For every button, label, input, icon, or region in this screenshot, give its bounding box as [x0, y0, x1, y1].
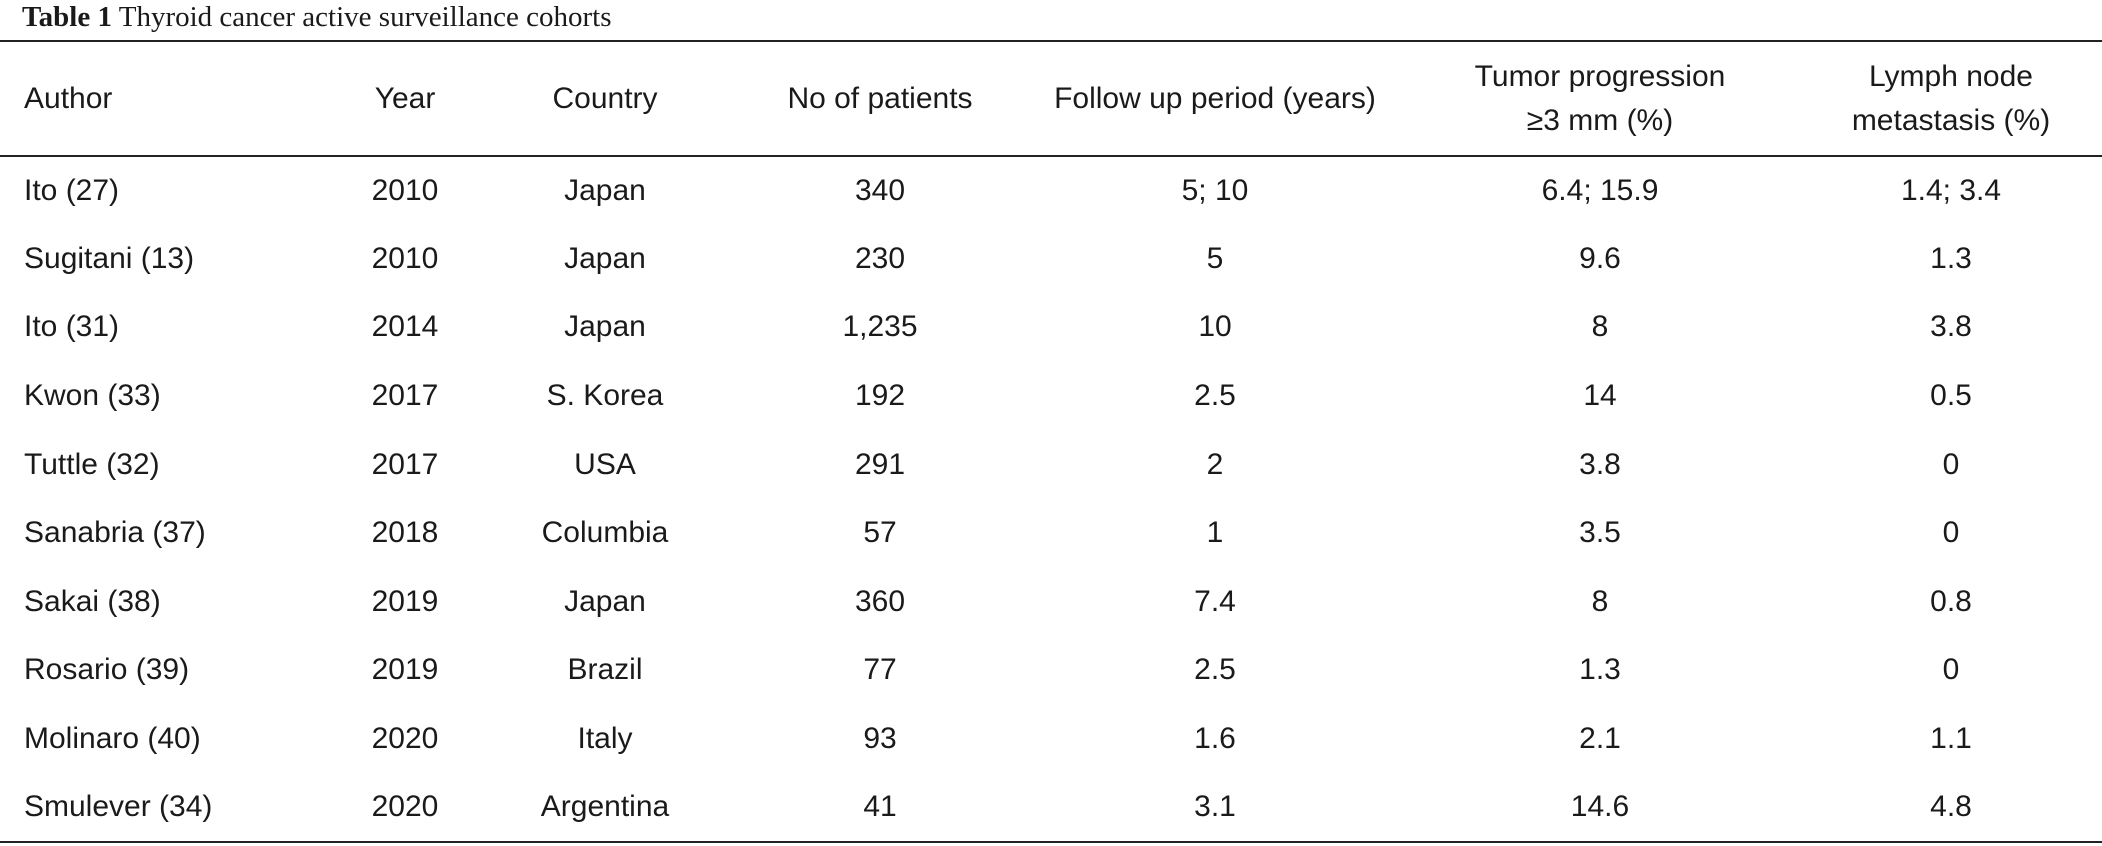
- cell-lymph-node-metastasis: 0: [1942, 653, 1960, 687]
- cell-country: Brazil: [567, 653, 643, 687]
- table-row: Tuttle (32) 2017 USA 291 2 3.8 0: [0, 430, 2102, 499]
- cell-author: Sugitani (13): [24, 241, 195, 275]
- cell-tumor-progression: 2.1: [1579, 722, 1621, 756]
- cell-no-of-patients: 93: [863, 722, 897, 756]
- cell-year: 2020: [371, 722, 439, 756]
- cell-follow-up-period: 1.6: [1194, 722, 1236, 756]
- cell-lymph-node-metastasis: 0: [1942, 447, 1960, 481]
- cell-year: 2018: [371, 516, 439, 550]
- cell-author: Smulever (34): [24, 790, 213, 824]
- table-row: Molinaro (40) 2020 Italy 93 1.6 2.1 1.1: [0, 705, 2102, 774]
- header-lymph-node-line2: metastasis (%): [1851, 103, 2051, 137]
- cell-tumor-progression: 3.5: [1579, 516, 1621, 550]
- cell-country: Columbia: [541, 516, 669, 550]
- header-tumor-progression: Tumor progression ≥3 mm (%): [1400, 41, 1800, 156]
- table-caption-title: Thyroid cancer active surveillance cohor…: [118, 1, 612, 33]
- cell-lymph-node-metastasis: 0.8: [1930, 584, 1972, 618]
- cell-author: Tuttle (32): [24, 447, 160, 481]
- cell-tumor-progression: 1.3: [1579, 653, 1621, 687]
- header-tumor-progression-line2: ≥3 mm (%): [1526, 103, 1674, 137]
- table-row: Smulever (34) 2020 Argentina 41 3.1 14.6 4.8: [0, 773, 2102, 842]
- cell-year: 2019: [371, 653, 439, 687]
- cell-follow-up-period: 3.1: [1194, 790, 1236, 824]
- cell-author: Sakai (38): [24, 584, 161, 618]
- cell-author: Rosario (39): [24, 653, 190, 687]
- table-row: Ito (27) 2010 Japan 340 5; 10 6.4; 15.9 1.4; 3…: [0, 156, 2102, 225]
- cell-country: Argentina: [540, 790, 670, 824]
- table-row: Sugitani (13) 2010 Japan 230 5 9.6 1.3: [0, 225, 2102, 294]
- cell-country: Italy: [577, 722, 633, 756]
- cell-follow-up-period: 10: [1198, 310, 1232, 344]
- cell-follow-up-period: 2.5: [1194, 653, 1236, 687]
- cell-lymph-node-metastasis: 1.3: [1930, 241, 1972, 275]
- cell-follow-up-period: 5; 10: [1181, 173, 1249, 207]
- cell-tumor-progression: 6.4; 15.9: [1541, 173, 1659, 207]
- cell-lymph-node-metastasis: 1.1: [1930, 722, 1972, 756]
- cell-country: USA: [574, 447, 636, 481]
- cell-author: Kwon (33): [24, 379, 161, 413]
- table-row: Sanabria (37) 2018 Columbia 57 1 3.5 0: [0, 499, 2102, 568]
- table-row: Ito (31) 2014 Japan 1,235 10 8 3.8: [0, 293, 2102, 362]
- cell-tumor-progression: 3.8: [1579, 447, 1621, 481]
- cell-follow-up-period: 5: [1206, 241, 1224, 275]
- cell-year: 2017: [371, 447, 439, 481]
- header-lymph-node-metastasis: Lymph node metastasis (%): [1800, 41, 2102, 156]
- header-year: Year: [374, 81, 436, 115]
- cell-no-of-patients: 291: [854, 447, 906, 481]
- cell-follow-up-period: 2.5: [1194, 379, 1236, 413]
- cell-no-of-patients: 1,235: [842, 310, 918, 344]
- header-tumor-progression-line1: Tumor progression: [1474, 59, 1726, 93]
- header-follow-up-period: Follow up period (years): [1054, 81, 1376, 115]
- cell-year: 2010: [371, 241, 439, 275]
- cell-author: Sanabria (37): [24, 516, 206, 550]
- table-row: Sakai (38) 2019 Japan 360 7.4 8 0.8: [0, 568, 2102, 637]
- cohorts-table: Author Year Country No of patients Follo…: [0, 40, 2102, 843]
- header-country: Country: [552, 81, 658, 115]
- cell-country: Japan: [564, 173, 646, 207]
- cell-no-of-patients: 192: [854, 379, 906, 413]
- cell-year: 2017: [371, 379, 439, 413]
- cell-lymph-node-metastasis: 1.4; 3.4: [1900, 173, 2002, 207]
- cell-tumor-progression: 14.6: [1570, 790, 1630, 824]
- table-header-row: Author Year Country No of patients Follo…: [0, 41, 2102, 156]
- cell-year: 2010: [371, 173, 439, 207]
- cell-follow-up-period: 1: [1206, 516, 1224, 550]
- cell-lymph-node-metastasis: 0: [1942, 516, 1960, 550]
- header-author: Author: [24, 81, 113, 115]
- header-no-of-patients: No of patients: [787, 81, 973, 115]
- cell-no-of-patients: 57: [863, 516, 897, 550]
- cell-follow-up-period: 7.4: [1194, 584, 1236, 618]
- cell-no-of-patients: 360: [854, 584, 906, 618]
- cell-lymph-node-metastasis: 3.8: [1930, 310, 1972, 344]
- table-row: Kwon (33) 2017 S. Korea 192 2.5 14 0.5: [0, 362, 2102, 431]
- cell-country: S. Korea: [546, 379, 664, 413]
- cell-no-of-patients: 340: [854, 173, 906, 207]
- cell-year: 2020: [371, 790, 439, 824]
- cell-author: Ito (27): [24, 173, 120, 207]
- cell-no-of-patients: 41: [863, 790, 897, 824]
- cell-author: Molinaro (40): [24, 722, 201, 756]
- cell-country: Japan: [564, 584, 646, 618]
- cell-country: Japan: [564, 310, 646, 344]
- header-lymph-node-line1: Lymph node: [1868, 59, 2033, 93]
- cell-lymph-node-metastasis: 0.5: [1930, 379, 1972, 413]
- table-row: Rosario (39) 2019 Brazil 77 2.5 1.3 0: [0, 636, 2102, 705]
- cell-tumor-progression: 9.6: [1579, 241, 1621, 275]
- cell-tumor-progression: 14: [1583, 379, 1617, 413]
- cell-no-of-patients: 77: [863, 653, 897, 687]
- cell-no-of-patients: 230: [854, 241, 906, 275]
- cell-lymph-node-metastasis: 4.8: [1930, 790, 1972, 824]
- cell-follow-up-period: 2: [1206, 447, 1224, 481]
- cell-year: 2014: [371, 310, 439, 344]
- cell-year: 2019: [371, 584, 439, 618]
- cell-tumor-progression: 8: [1591, 310, 1609, 344]
- table-caption-label: Table 1: [22, 1, 112, 33]
- cell-country: Japan: [564, 241, 646, 275]
- cell-tumor-progression: 8: [1591, 584, 1609, 618]
- table-caption: Table 1 Thyroid cancer active surveillan…: [22, 0, 612, 38]
- table-body: Ito (27) 2010 Japan 340 5; 10 6.4; 15.9 1.4; 3…: [0, 156, 2102, 842]
- cell-author: Ito (31): [24, 310, 120, 344]
